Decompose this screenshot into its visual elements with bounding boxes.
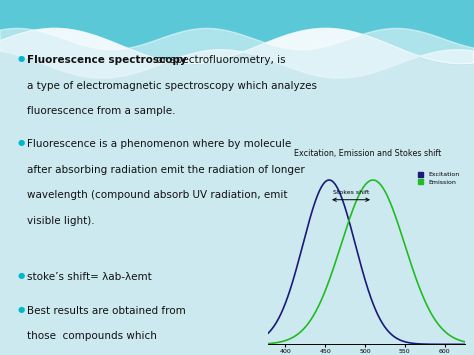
Text: ●: ● xyxy=(18,305,25,313)
Legend: Excitation, Emission: Excitation, Emission xyxy=(416,170,461,187)
Text: those  compounds which: those compounds which xyxy=(27,331,157,341)
Text: ●: ● xyxy=(18,271,25,280)
Text: Excitation, Emission and Stokes shift: Excitation, Emission and Stokes shift xyxy=(294,149,441,158)
Text: after absorbing radiation emit the radiation of longer: after absorbing radiation emit the radia… xyxy=(27,165,305,175)
Text: Fluorescence is a phenomenon where by molecule: Fluorescence is a phenomenon where by mo… xyxy=(27,140,292,149)
Text: Fluorescence spectroscopy: Fluorescence spectroscopy xyxy=(27,55,187,65)
Text: or spectrofluorometry, is: or spectrofluorometry, is xyxy=(153,55,286,65)
Text: fluorescence from a sample.: fluorescence from a sample. xyxy=(27,106,176,116)
Text: a type of electromagnetic spectroscopy which analyzes: a type of electromagnetic spectroscopy w… xyxy=(27,81,318,91)
Text: Stokes shift: Stokes shift xyxy=(333,190,369,195)
Text: visible light).: visible light). xyxy=(27,216,95,226)
Text: Best results are obtained from: Best results are obtained from xyxy=(27,306,186,316)
Text: ●: ● xyxy=(18,138,25,147)
Text: stoke’s shift= λab-λemt: stoke’s shift= λab-λemt xyxy=(27,272,152,282)
Text: wavelength (compound absorb UV radiation, emit: wavelength (compound absorb UV radiation… xyxy=(27,191,288,201)
Text: ●: ● xyxy=(18,54,25,63)
